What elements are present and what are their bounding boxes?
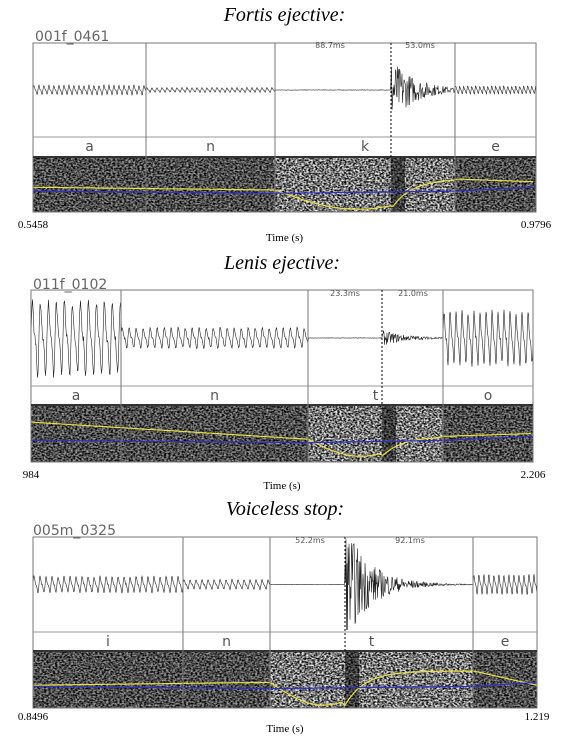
segment-label: o xyxy=(484,388,493,404)
intensity-track xyxy=(32,186,537,194)
pitch-track xyxy=(30,421,532,457)
time-end: 1.219 xyxy=(525,711,550,723)
segment-label: a xyxy=(85,139,94,155)
time-axis-label: Time (s) xyxy=(266,723,304,735)
spectrogram-burst xyxy=(391,157,405,212)
spectrogram-noise xyxy=(33,157,536,212)
duration-label: 52.2ms xyxy=(295,536,325,545)
segment-label: k xyxy=(361,139,370,155)
frame xyxy=(30,289,534,463)
waveform xyxy=(32,66,537,110)
spectrogram-voicing xyxy=(473,651,537,708)
spectrogram-voicing xyxy=(33,651,183,708)
time-axis-label: Time (s) xyxy=(263,480,301,492)
time-start: 0.8496 xyxy=(18,711,49,723)
spectrogram-noise xyxy=(33,651,537,708)
segment-label: a xyxy=(72,388,81,404)
duration-label: 23.3ms xyxy=(330,289,360,298)
panel-title: Fortis ejective: xyxy=(223,4,346,26)
segment-label: e xyxy=(501,634,510,650)
time-start: 0.5458 xyxy=(18,219,49,231)
spectrogram-voicing xyxy=(183,651,270,708)
spectrogram-voicing xyxy=(33,157,146,212)
file-id: 005m_0325 xyxy=(33,523,116,539)
segment-label: n xyxy=(222,634,231,650)
waveform xyxy=(32,538,538,631)
frame xyxy=(32,42,537,213)
time-start: 984 xyxy=(23,469,40,481)
spectrogram-voicing xyxy=(455,157,536,212)
file-id: 001f_0461 xyxy=(35,29,109,45)
spectrogram-voicing xyxy=(31,405,121,462)
segment-label: n xyxy=(206,139,215,155)
spectrogram-burst xyxy=(382,405,396,462)
waveform xyxy=(30,299,534,378)
file-id: 011f_0102 xyxy=(33,277,107,293)
panel-title: Voiceless stop: xyxy=(226,498,344,520)
duration-label: 21.0ms xyxy=(398,289,428,298)
intensity-track xyxy=(30,435,534,444)
intensity-track xyxy=(32,681,538,690)
pitch-track xyxy=(33,670,538,706)
spectrogram-voicing xyxy=(146,157,275,212)
segment-label: t xyxy=(369,634,375,650)
segment-label: e xyxy=(491,139,500,155)
segment-label: i xyxy=(106,634,110,650)
spectrogram-burst xyxy=(345,651,359,708)
frame xyxy=(32,536,538,709)
time-axis-label: Time (s) xyxy=(266,232,304,244)
time-end: 2.206 xyxy=(521,469,546,481)
time-end: 0.9796 xyxy=(521,219,552,231)
spectrogram-noise xyxy=(31,405,533,462)
segment-label: n xyxy=(210,388,219,404)
panel-title: Lenis ejective: xyxy=(223,252,340,274)
segment-label: t xyxy=(373,388,379,404)
duration-label: 53.0ms xyxy=(405,41,435,50)
duration-label: 92.1ms xyxy=(395,536,425,545)
duration-label: 88.7ms xyxy=(315,41,345,50)
